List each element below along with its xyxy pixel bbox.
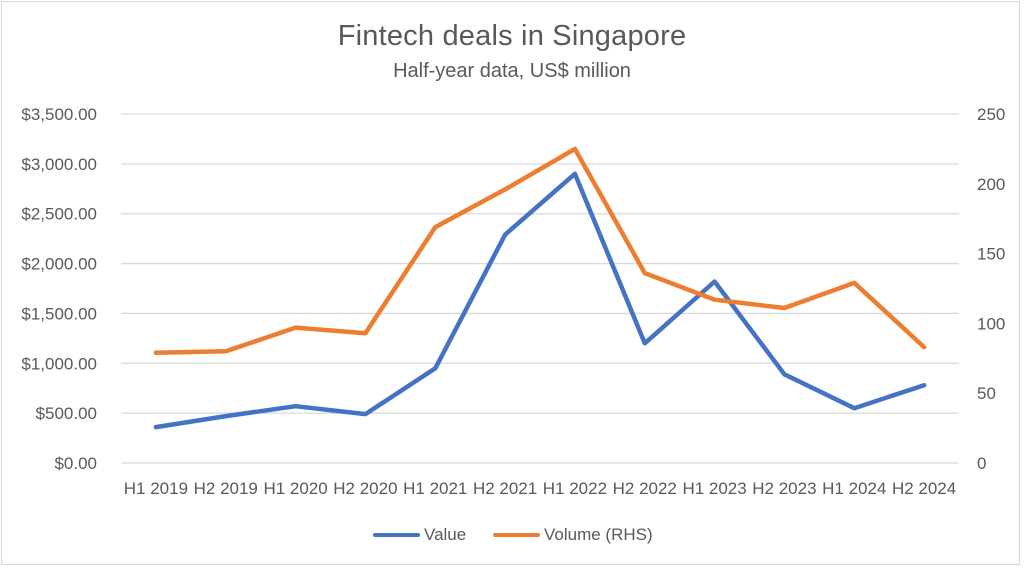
x-axis-tick-label: H1 2020 [263,479,327,498]
x-axis-tick-label: H2 2024 [892,479,956,498]
right-axis-tick-label: 100 [977,314,1005,333]
x-axis-tick-label: H1 2023 [682,479,746,498]
legend-swatch-volume [493,533,540,537]
left-axis-tick-label: $3,000.00 [21,155,97,174]
legend-label-volume: Volume (RHS) [544,525,653,544]
x-axis-tick-label: H2 2020 [333,479,397,498]
left-axis-tick-label: $500.00 [36,404,97,423]
x-axis-tick-label: H1 2021 [403,479,467,498]
chart-title: Fintech deals in Singapore [337,20,687,52]
right-axis-tick-label: 250 [977,105,1005,124]
x-axis-tick-label: H2 2021 [473,479,537,498]
left-axis-tick-label: $0.00 [54,454,97,473]
right-axis-tick-label: 0 [977,454,986,473]
x-axis-tick-label: H2 2019 [194,479,258,498]
legend-swatch-value [373,533,420,537]
right-axis-tick-label: 150 [977,245,1005,264]
left-axis-tick-label: $3,500.00 [21,105,97,124]
left-axis-tick-label: $1,000.00 [21,354,97,373]
legend-label-value: Value [424,525,467,544]
series-line-volume-rhs[interactable] [153,146,927,355]
left-axis-tick-label: $2,000.00 [21,255,97,274]
x-axis-tick-label: H2 2023 [752,479,816,498]
left-axis-tick-label: $1,500.00 [21,304,97,323]
left-axis-tick-label: $2,500.00 [21,205,97,224]
legend-item-volume[interactable]: Volume (RHS) [493,523,653,547]
x-axis-tick-label: H1 2022 [543,479,607,498]
legend-item-value[interactable]: Value [373,523,466,547]
series-line-value[interactable] [153,171,927,430]
x-axis-tick-label: H2 2022 [613,479,677,498]
right-axis-tick-label: 200 [977,175,1005,194]
x-axis-tick-label: H1 2019 [124,479,188,498]
legend: Value Volume (RHS) [0,523,1024,547]
chart-subtitle: Half-year data, US$ million [393,60,631,82]
right-axis-tick-label: 50 [977,384,996,403]
x-axis-tick-label: H1 2024 [822,479,886,498]
